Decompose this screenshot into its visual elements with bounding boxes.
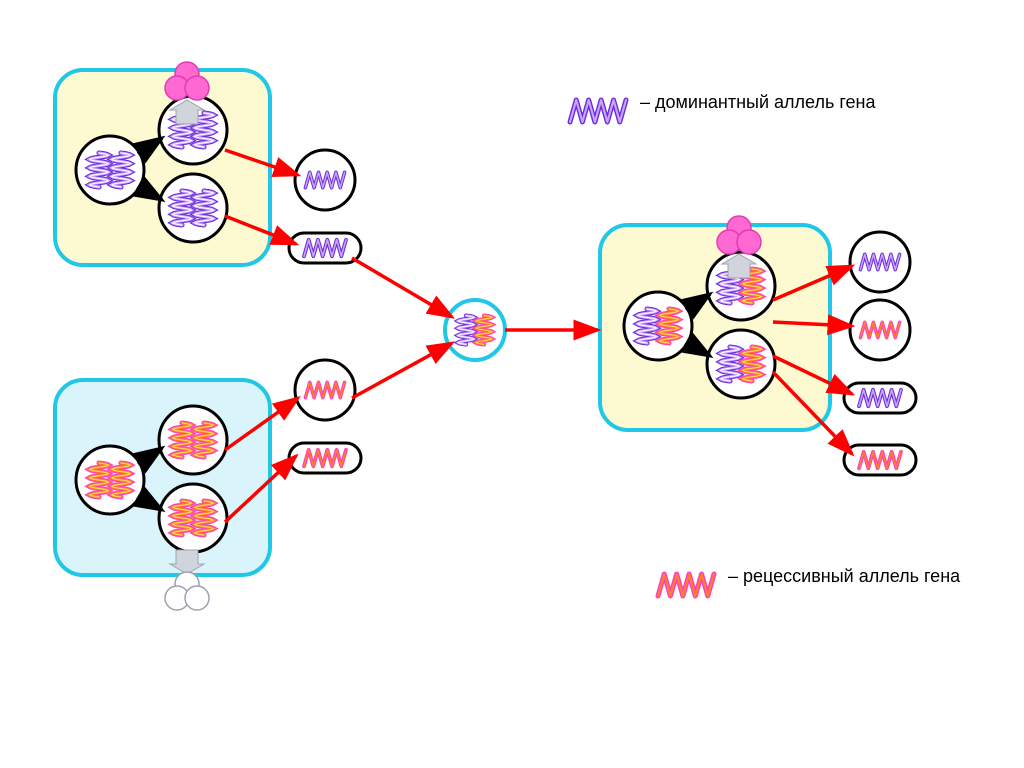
allele-zigzag-icon	[658, 574, 714, 596]
legend-recessive-text: – рецессивный аллель гена	[728, 566, 960, 587]
chromosome-spiral	[195, 191, 214, 225]
chromosome-spiral	[173, 423, 192, 457]
off_diploid	[624, 292, 692, 360]
legend-dominant-text: – доминантный аллель гена	[640, 92, 875, 113]
chromosome-spiral	[173, 191, 192, 225]
diagram-canvas	[0, 0, 1024, 768]
bp_gamA	[159, 406, 227, 474]
chromosome-spiral	[195, 501, 214, 535]
bp_diploid	[76, 446, 144, 514]
chromosome-spiral	[660, 309, 679, 343]
chromosome-spiral	[195, 423, 214, 457]
chromosome-spiral	[90, 463, 109, 497]
flower_off	[717, 216, 761, 254]
chromosome-spiral	[173, 501, 192, 535]
tp_diploid	[76, 136, 144, 204]
chromosome-spiral	[638, 309, 657, 343]
chromosome-spiral	[721, 347, 740, 381]
chromosome-spiral	[112, 153, 131, 187]
bp_gamB	[159, 484, 227, 552]
gamete-arrow	[352, 343, 452, 398]
chromosome-spiral	[743, 347, 762, 381]
flower_top	[165, 62, 209, 100]
gamete-arrow	[352, 258, 452, 317]
chromosome-spiral	[458, 316, 474, 345]
chromosome-spiral	[90, 153, 109, 187]
allele-zigzag-icon	[570, 100, 626, 122]
chromosome-spiral	[112, 463, 131, 497]
off_gamB	[707, 330, 775, 398]
tp_gamB	[159, 174, 227, 242]
chromosome-spiral	[476, 316, 492, 345]
flower_bottom	[165, 572, 209, 610]
